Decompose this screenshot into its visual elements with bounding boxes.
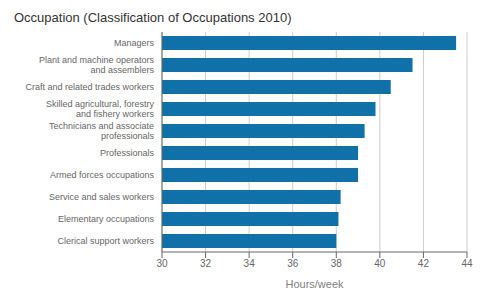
svg-text:Skilled agricultural, forestry: Skilled agricultural, forestryand fisher… bbox=[46, 99, 155, 119]
svg-text:Hours/week: Hours/week bbox=[285, 278, 344, 290]
svg-text:Technicians and associateprofe: Technicians and associateprofessionals bbox=[49, 121, 155, 141]
svg-text:40: 40 bbox=[374, 258, 386, 269]
svg-text:Armed forces occupations: Armed forces occupations bbox=[50, 170, 155, 180]
svg-text:Plant and machine operatorsand: Plant and machine operatorsand assembler… bbox=[39, 55, 155, 75]
svg-text:38: 38 bbox=[331, 258, 343, 269]
svg-text:Service and sales workers: Service and sales workers bbox=[49, 192, 155, 202]
svg-text:Managers: Managers bbox=[114, 38, 155, 48]
svg-text:36: 36 bbox=[287, 258, 299, 269]
svg-text:Professionals: Professionals bbox=[100, 148, 155, 158]
svg-text:30: 30 bbox=[156, 258, 168, 269]
svg-text:32: 32 bbox=[200, 258, 212, 269]
svg-text:34: 34 bbox=[244, 258, 256, 269]
svg-text:Craft and related trades worke: Craft and related trades workers bbox=[25, 82, 154, 92]
svg-text:Elementary occupations: Elementary occupations bbox=[58, 214, 155, 224]
svg-text:Clerical support workers: Clerical support workers bbox=[57, 236, 154, 246]
html-text:Occupation (Classification of: Occupation (Classification of Occupation… bbox=[14, 10, 292, 25]
svg-text:42: 42 bbox=[418, 258, 430, 269]
svg-text:44: 44 bbox=[461, 258, 473, 269]
